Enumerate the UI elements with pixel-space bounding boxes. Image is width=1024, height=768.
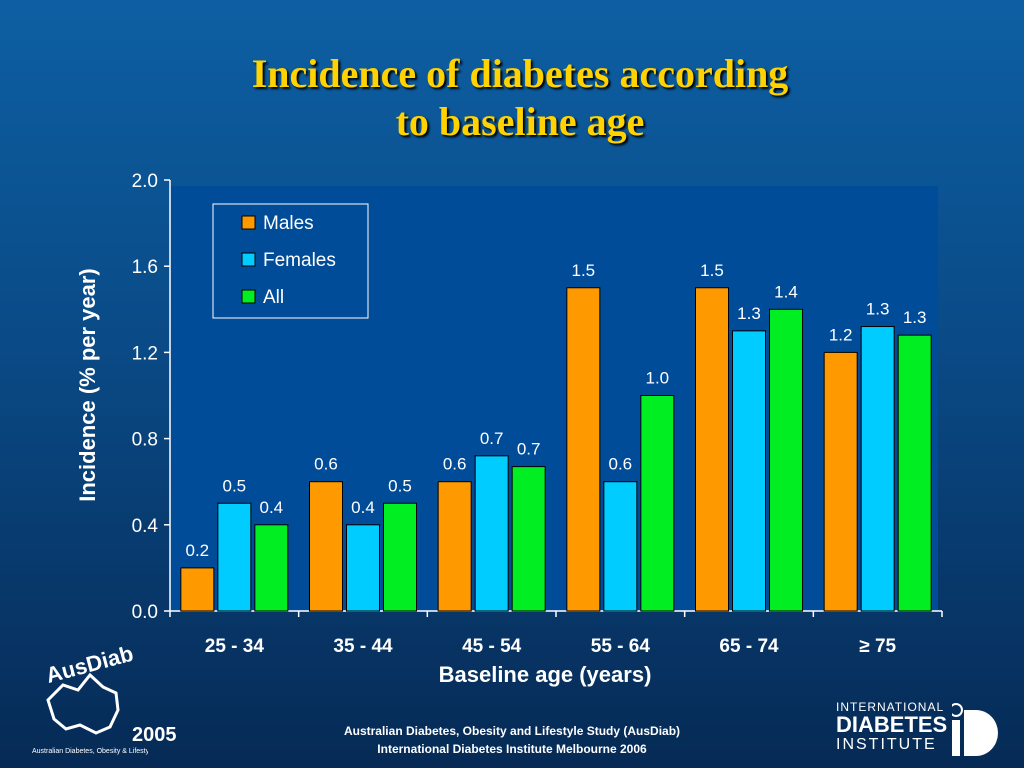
data-label: 0.4 bbox=[260, 498, 284, 517]
bar-males-3 bbox=[566, 287, 601, 612]
bar-females-3 bbox=[603, 481, 638, 612]
x-axis-label: Baseline age (years) bbox=[438, 662, 652, 687]
bar-females-4 bbox=[732, 330, 766, 612]
data-label: 1.2 bbox=[829, 325, 853, 344]
x-category-label: 65 - 74 bbox=[719, 636, 779, 657]
data-label: 0.6 bbox=[443, 455, 467, 474]
legend-label-females: Females bbox=[263, 250, 336, 271]
y-tick-label: 1.2 bbox=[132, 343, 158, 364]
x-category-label: ≥ 75 bbox=[859, 636, 896, 657]
title-line-2: to baseline age bbox=[395, 99, 645, 144]
legend-label-males: Males bbox=[263, 213, 314, 234]
svg-text:Australian Diabetes, Obesity &: Australian Diabetes, Obesity & Lifestyle… bbox=[32, 748, 148, 755]
chart-title: Incidence of diabetes according to basel… bbox=[0, 50, 1024, 146]
bar-all-2 bbox=[511, 466, 546, 612]
data-label: 1.5 bbox=[572, 261, 596, 280]
data-label: 0.7 bbox=[517, 440, 541, 459]
bar-females-2 bbox=[474, 455, 509, 612]
legend bbox=[212, 203, 369, 319]
legend-swatch-females bbox=[241, 252, 256, 267]
bar-all-0 bbox=[254, 524, 289, 612]
bar-all-5 bbox=[897, 334, 932, 612]
bar-females-1 bbox=[346, 524, 380, 612]
idi-emblem-icon bbox=[952, 703, 998, 756]
bar-all-4 bbox=[769, 308, 803, 612]
x-category-label: 25 - 34 bbox=[205, 636, 265, 657]
bar-all-3 bbox=[640, 395, 675, 612]
bar-males-5 bbox=[823, 351, 858, 612]
data-label: 0.7 bbox=[480, 429, 504, 448]
x-category-label: 45 - 54 bbox=[462, 636, 522, 657]
idi-logo-line-3: INSTITUTE bbox=[836, 736, 937, 753]
y-tick-label: 0.8 bbox=[132, 430, 158, 451]
bar-all-1 bbox=[383, 502, 417, 612]
bar-females-0 bbox=[217, 502, 252, 612]
y-tick-label: 0.4 bbox=[132, 516, 159, 537]
bar-males-1 bbox=[309, 481, 343, 612]
data-label: 1.4 bbox=[774, 282, 798, 301]
data-label: 0.5 bbox=[223, 476, 247, 495]
legend-swatch-all bbox=[241, 289, 256, 304]
data-label: 1.3 bbox=[866, 300, 890, 319]
y-axis-label: Incidence (% per year) bbox=[75, 268, 100, 502]
data-label: 1.3 bbox=[737, 304, 761, 323]
bar-males-0 bbox=[180, 567, 215, 612]
data-label: 1.0 bbox=[646, 369, 670, 388]
data-label: 0.5 bbox=[388, 476, 412, 495]
idi-logo-line-1: INTERNATIONAL bbox=[836, 700, 945, 714]
idi-logo: INTERNATIONAL DIABETES INSTITUTE bbox=[836, 700, 1004, 758]
data-label: 0.6 bbox=[314, 455, 338, 474]
x-category-label: 55 - 64 bbox=[591, 636, 651, 657]
x-category-label: 35 - 44 bbox=[333, 636, 393, 657]
legend-label-all: All bbox=[263, 287, 284, 308]
bar-males-4 bbox=[695, 287, 729, 612]
legend-swatch-males bbox=[241, 215, 256, 230]
bar-males-2 bbox=[437, 481, 472, 612]
footer-line-1: Australian Diabetes, Obesity and Lifesty… bbox=[343, 724, 681, 738]
bar-females-5 bbox=[860, 326, 895, 612]
y-tick-label: 1.6 bbox=[132, 257, 158, 278]
data-label: 1.3 bbox=[903, 308, 927, 327]
data-label: 1.5 bbox=[700, 261, 724, 280]
title-line-1: Incidence of diabetes according bbox=[251, 51, 789, 96]
y-tick-label: 2.0 bbox=[132, 171, 158, 192]
idi-logo-line-2: DIABETES bbox=[836, 712, 948, 737]
footer-line-2: International Diabetes Institute Melbour… bbox=[377, 742, 647, 756]
ausdiab-logo: AusDiab Australian Diabetes, Obesity & L… bbox=[18, 641, 175, 765]
footer: Australian Diabetes, Obesity and Lifesty… bbox=[344, 722, 680, 758]
data-label: 0.4 bbox=[351, 498, 375, 517]
data-label: 0.6 bbox=[609, 455, 633, 474]
y-tick-label: 0.0 bbox=[132, 602, 158, 623]
svg-text:AusDiab: AusDiab bbox=[43, 645, 136, 688]
year-label: 2005 bbox=[132, 724, 177, 746]
data-label: 0.2 bbox=[186, 541, 210, 560]
